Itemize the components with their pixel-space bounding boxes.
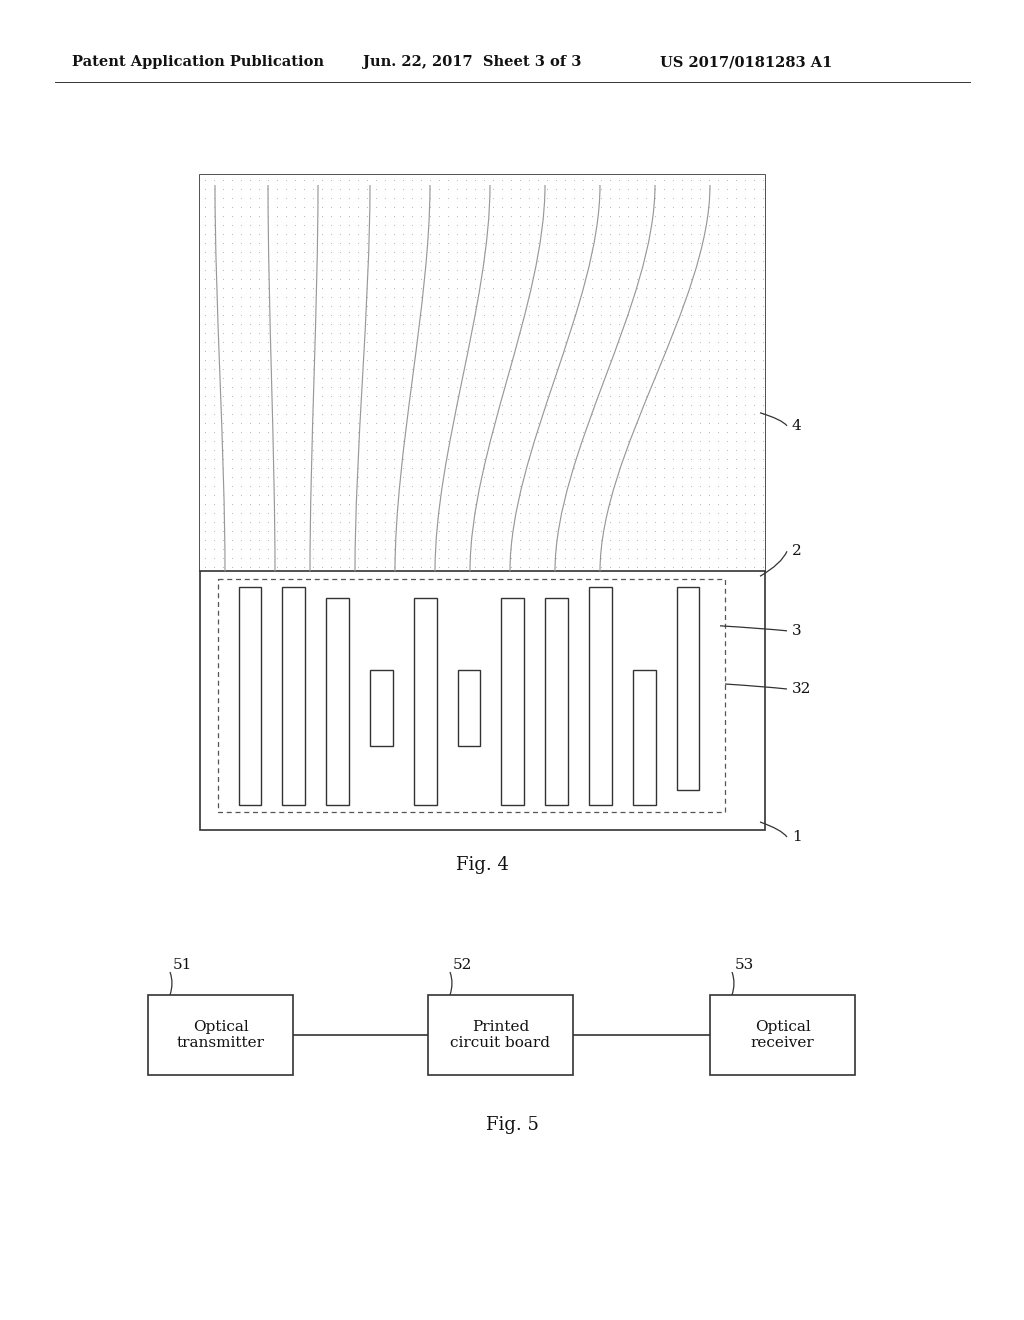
Bar bbox=[710, 995, 855, 1074]
Text: Fig. 5: Fig. 5 bbox=[485, 1115, 539, 1134]
Bar bbox=[218, 579, 725, 812]
Text: 1: 1 bbox=[792, 830, 802, 843]
Bar bbox=[428, 995, 573, 1074]
Bar bbox=[458, 671, 480, 746]
Bar bbox=[148, 995, 293, 1074]
Bar bbox=[414, 598, 436, 805]
Bar bbox=[200, 176, 765, 830]
Text: 53: 53 bbox=[735, 958, 755, 972]
Text: 2: 2 bbox=[792, 544, 802, 558]
Text: 3: 3 bbox=[792, 624, 802, 638]
Bar bbox=[589, 587, 612, 805]
Text: Optical
receiver: Optical receiver bbox=[751, 1020, 814, 1051]
Text: 4: 4 bbox=[792, 418, 802, 433]
Bar bbox=[239, 587, 261, 805]
Bar bbox=[327, 598, 349, 805]
Bar bbox=[200, 176, 765, 572]
Text: 52: 52 bbox=[453, 958, 472, 972]
Text: Jun. 22, 2017  Sheet 3 of 3: Jun. 22, 2017 Sheet 3 of 3 bbox=[362, 55, 582, 69]
Text: Printed
circuit board: Printed circuit board bbox=[451, 1020, 551, 1051]
Bar bbox=[545, 598, 568, 805]
Text: 32: 32 bbox=[792, 682, 811, 696]
Text: Fig. 4: Fig. 4 bbox=[456, 855, 509, 874]
Text: Optical
transmitter: Optical transmitter bbox=[176, 1020, 264, 1051]
Text: 51: 51 bbox=[173, 958, 193, 972]
Bar bbox=[502, 598, 524, 805]
Bar bbox=[283, 587, 305, 805]
Bar bbox=[677, 587, 699, 789]
Bar bbox=[370, 671, 393, 746]
Bar bbox=[633, 671, 655, 805]
Text: US 2017/0181283 A1: US 2017/0181283 A1 bbox=[660, 55, 833, 69]
Text: Patent Application Publication: Patent Application Publication bbox=[72, 55, 324, 69]
